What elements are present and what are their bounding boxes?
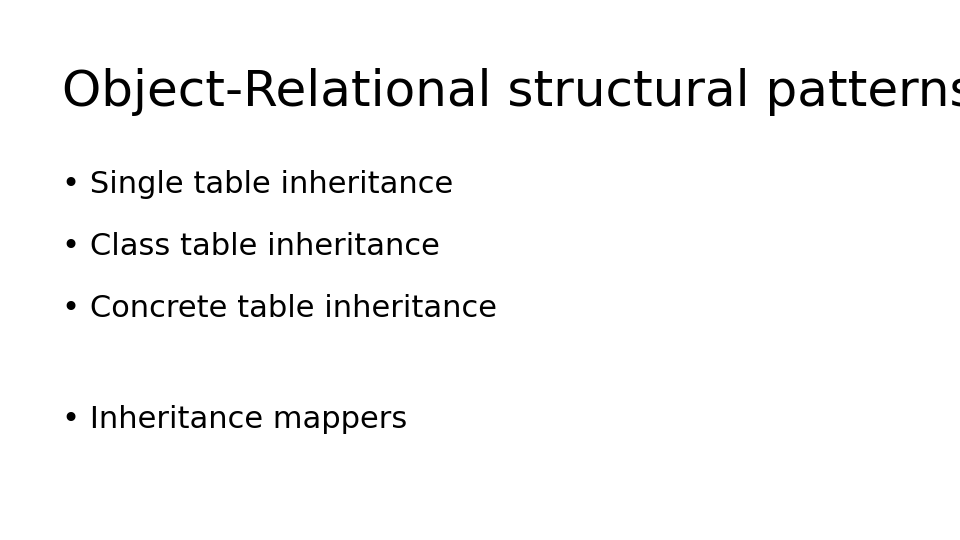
Text: • Concrete table inheritance: • Concrete table inheritance [62,294,497,323]
Text: • Single table inheritance: • Single table inheritance [62,170,454,199]
Text: Object-Relational structural patterns: Object-Relational structural patterns [62,68,960,116]
Text: • Class table inheritance: • Class table inheritance [62,232,441,261]
Text: • Inheritance mappers: • Inheritance mappers [62,405,408,434]
